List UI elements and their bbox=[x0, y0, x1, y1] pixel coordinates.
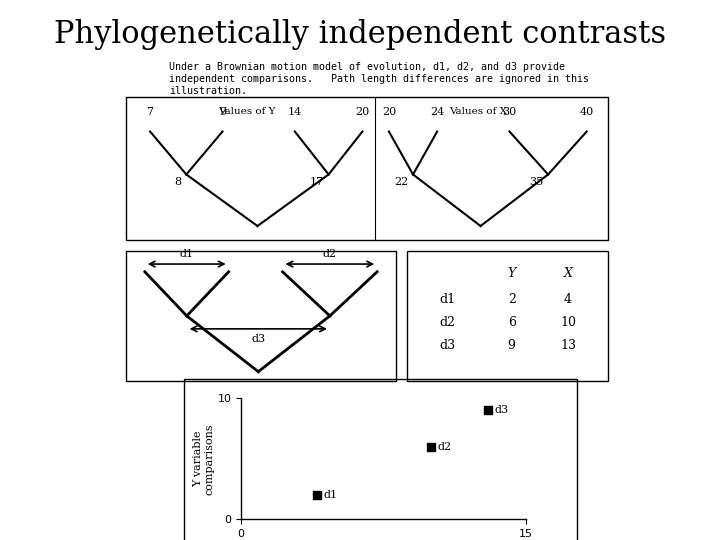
FancyBboxPatch shape bbox=[126, 97, 608, 240]
Text: illustration.: illustration. bbox=[169, 86, 247, 96]
Text: 40: 40 bbox=[580, 107, 594, 117]
Text: 9: 9 bbox=[508, 339, 516, 352]
Text: 7: 7 bbox=[147, 107, 153, 117]
Text: 30: 30 bbox=[503, 107, 517, 117]
Text: d3: d3 bbox=[439, 339, 455, 352]
Text: d2: d2 bbox=[438, 442, 451, 451]
Text: d2: d2 bbox=[323, 249, 337, 259]
FancyBboxPatch shape bbox=[126, 251, 396, 381]
Text: X: X bbox=[564, 267, 572, 280]
Text: 13: 13 bbox=[560, 339, 576, 352]
Text: 6: 6 bbox=[508, 316, 516, 329]
FancyBboxPatch shape bbox=[407, 251, 608, 381]
Text: Under a Brownian motion model of evolution, d1, d2, and d3 provide: Under a Brownian motion model of evoluti… bbox=[169, 62, 565, 72]
Text: Phylogenetically independent contrasts: Phylogenetically independent contrasts bbox=[54, 19, 666, 50]
Text: 20: 20 bbox=[382, 107, 396, 117]
Text: 24: 24 bbox=[430, 107, 444, 117]
Text: 17: 17 bbox=[310, 177, 324, 187]
Text: 9: 9 bbox=[219, 107, 226, 117]
Text: 8: 8 bbox=[174, 177, 181, 187]
Text: d1: d1 bbox=[324, 490, 338, 500]
Point bbox=[425, 442, 436, 451]
Point bbox=[311, 491, 323, 500]
Y-axis label: Y variable
comparisons: Y variable comparisons bbox=[193, 423, 215, 495]
Text: d1: d1 bbox=[439, 293, 455, 306]
Text: 20: 20 bbox=[355, 107, 369, 117]
Text: 10: 10 bbox=[560, 316, 576, 329]
Text: independent comparisons.   Path length differences are ignored in this: independent comparisons. Path length dif… bbox=[169, 74, 589, 84]
Text: Y: Y bbox=[508, 267, 516, 280]
Text: Values of Y: Values of Y bbox=[218, 107, 275, 116]
Point bbox=[482, 406, 493, 415]
Text: Values of X: Values of X bbox=[449, 107, 507, 116]
Text: 22: 22 bbox=[394, 177, 408, 187]
Text: d2: d2 bbox=[439, 316, 455, 329]
Text: d1: d1 bbox=[180, 249, 194, 259]
Text: 35: 35 bbox=[529, 177, 544, 187]
Text: d3: d3 bbox=[251, 334, 266, 344]
Text: 2: 2 bbox=[508, 293, 516, 306]
Text: 4: 4 bbox=[564, 293, 572, 306]
Text: 14: 14 bbox=[288, 107, 302, 117]
Text: d3: d3 bbox=[495, 405, 508, 415]
